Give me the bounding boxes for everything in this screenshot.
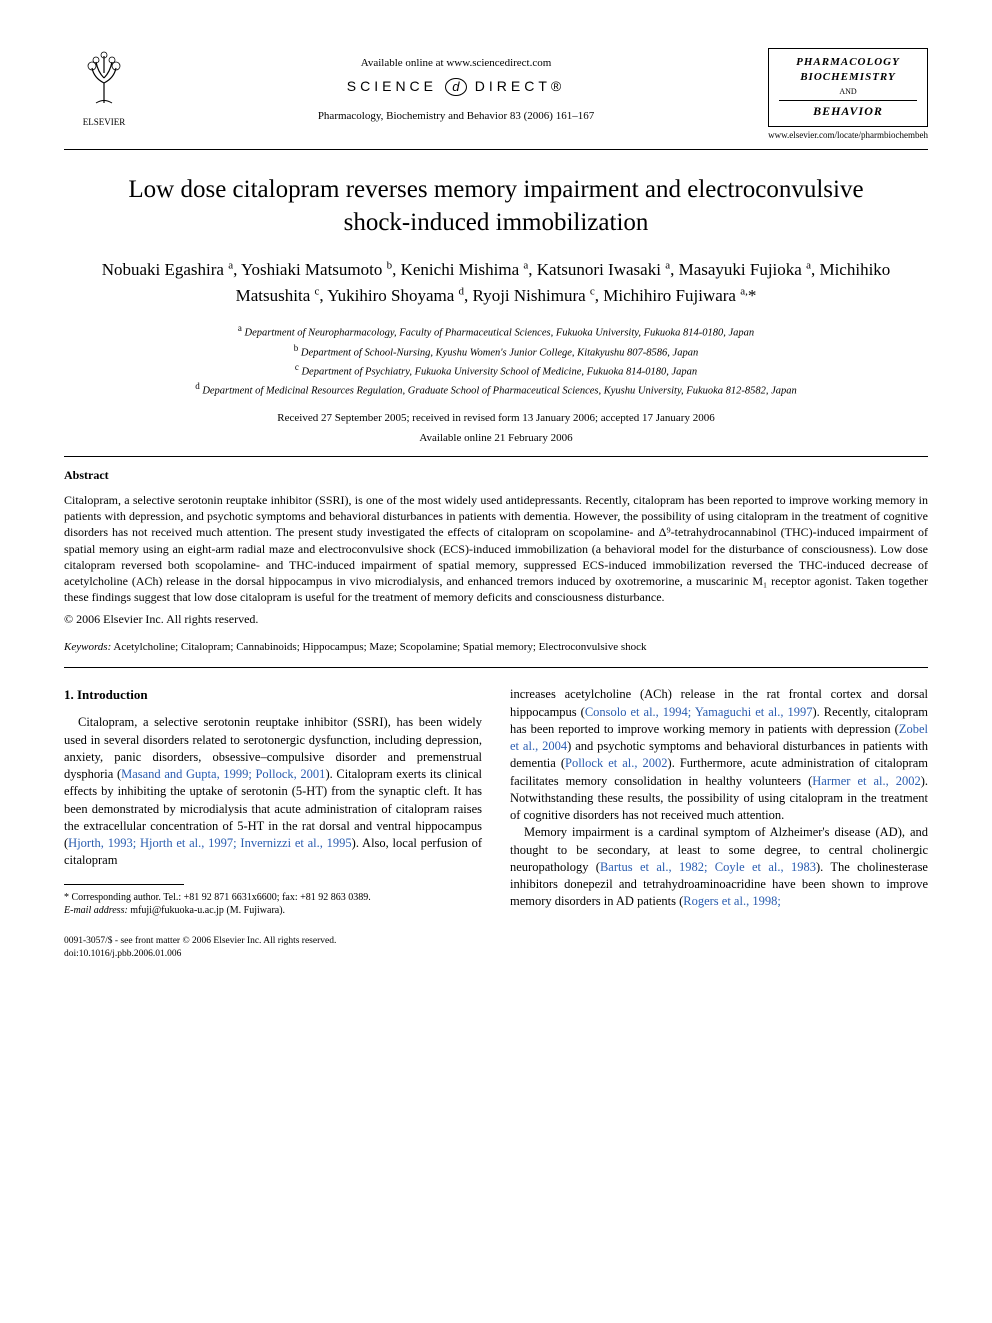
keywords-label: Keywords: xyxy=(64,641,111,653)
journal-badge: PHARMACOLOGY BIOCHEMISTRY AND BEHAVIOR xyxy=(768,48,928,127)
footnote-separator xyxy=(64,884,184,885)
center-header: Available online at www.sciencedirect.co… xyxy=(144,48,768,124)
badge-line-1: PHARMACOLOGY xyxy=(779,55,917,70)
intro-para-left: Citalopram, a selective serotonin reupta… xyxy=(64,714,482,869)
badge-line-2: BIOCHEMISTRY xyxy=(779,70,917,85)
abstract-top-rule xyxy=(64,456,928,457)
intro-para-right-2: Memory impairment is a cardinal symptom … xyxy=(510,824,928,910)
affiliation-line: d Department of Medicinal Resources Regu… xyxy=(64,380,928,399)
sciencedirect-logo: SCIENCE d DIRECT® xyxy=(144,77,768,97)
keywords-text: Acetylcholine; Citalopram; Cannabinoids;… xyxy=(113,641,646,653)
publisher-name: ELSEVIER xyxy=(64,116,144,129)
publisher-logo: ELSEVIER xyxy=(64,48,144,128)
sd-left: SCIENCE xyxy=(347,78,437,94)
footer-doi: doi:10.1016/j.pbb.2006.01.006 xyxy=(64,948,928,961)
online-date: Available online 21 February 2006 xyxy=(64,431,928,446)
authors-list: Nobuaki Egashira a, Yoshiaki Matsumoto b… xyxy=(64,257,928,308)
affiliation-line: a Department of Neuropharmacology, Facul… xyxy=(64,322,928,341)
corr-email-line: E-mail address: mfuji@fukuoka-u.ac.jp (M… xyxy=(64,904,482,917)
article-title: Low dose citalopram reverses memory impa… xyxy=(104,174,888,239)
sd-right: DIRECT® xyxy=(475,78,565,94)
email-address[interactable]: mfuji@fukuoka-u.ac.jp xyxy=(130,905,224,916)
footer-front-matter: 0091-3057/$ - see front matter © 2006 El… xyxy=(64,935,928,948)
intro-para-right-1: increases acetylcholine (ACh) release in… xyxy=(510,686,928,824)
email-who: (M. Fujiwara). xyxy=(226,905,285,916)
abstract-body: Citalopram, a selective serotonin reupta… xyxy=(64,492,928,605)
intro-heading: 1. Introduction xyxy=(64,686,482,704)
corr-author-line: * Corresponding author. Tel.: +81 92 871… xyxy=(64,891,482,904)
citation-link[interactable]: Harmer et al., 2002 xyxy=(812,774,920,788)
abstract-text: Citalopram, a selective serotonin reupta… xyxy=(64,493,928,604)
journal-badge-block: PHARMACOLOGY BIOCHEMISTRY AND BEHAVIOR w… xyxy=(768,48,928,141)
header-rule xyxy=(64,149,928,150)
journal-reference: Pharmacology, Biochemistry and Behavior … xyxy=(144,109,768,124)
badge-line-3: BEHAVIOR xyxy=(779,100,917,120)
affiliations-list: a Department of Neuropharmacology, Facul… xyxy=(64,322,928,399)
abstract-copyright: © 2006 Elsevier Inc. All rights reserved… xyxy=(64,611,928,628)
affiliation-line: b Department of School-Nursing, Kyushu W… xyxy=(64,342,928,361)
journal-url: www.elsevier.com/locate/pharmbiochembeh xyxy=(768,129,928,142)
elsevier-tree-icon xyxy=(74,48,134,108)
citation-link[interactable]: Pollock et al., 2002 xyxy=(565,756,668,770)
badge-and: AND xyxy=(779,86,917,97)
citation-link[interactable]: Rogers et al., 1998; xyxy=(683,894,781,908)
available-online-line: Available online at www.sciencedirect.co… xyxy=(144,56,768,71)
page-header: ELSEVIER Available online at www.science… xyxy=(64,48,928,141)
abstract-bottom-rule xyxy=(64,667,928,668)
citation-link[interactable]: Bartus et al., 1982; Coyle et al., 1983 xyxy=(600,860,816,874)
affiliation-line: c Department of Psychiatry, Fukuoka Univ… xyxy=(64,361,928,380)
email-label: E-mail address: xyxy=(64,905,128,916)
right-column: increases acetylcholine (ACh) release in… xyxy=(510,686,928,916)
citation-link[interactable]: Consolo et al., 1994; Yamaguchi et al., … xyxy=(585,705,813,719)
citation-link[interactable]: Masand and Gupta, 1999; Pollock, 2001 xyxy=(121,767,325,781)
corresponding-author-footnote: * Corresponding author. Tel.: +81 92 871… xyxy=(64,891,482,917)
received-dates: Received 27 September 2005; received in … xyxy=(64,411,928,426)
sd-at-icon: d xyxy=(445,78,467,96)
keywords-line: Keywords: Acetylcholine; Citalopram; Can… xyxy=(64,640,928,655)
left-column: 1. Introduction Citalopram, a selective … xyxy=(64,686,482,916)
abstract-heading: Abstract xyxy=(64,467,928,484)
body-columns: 1. Introduction Citalopram, a selective … xyxy=(64,686,928,916)
citation-link[interactable]: Hjorth, 1993; Hjorth et al., 1997; Inver… xyxy=(68,836,352,850)
